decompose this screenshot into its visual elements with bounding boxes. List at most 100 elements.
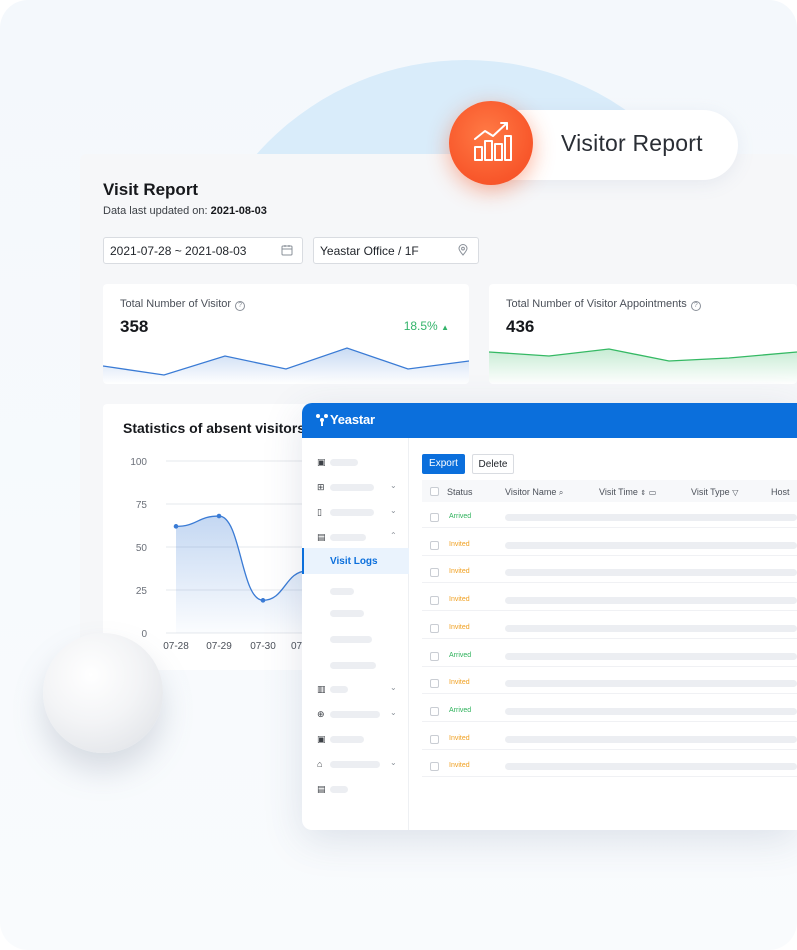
table-row-placeholder[interactable] <box>505 597 797 605</box>
status-badge: Invited <box>449 623 470 631</box>
row-divider <box>422 720 797 722</box>
sidebar-item-icon[interactable]: ▤ <box>317 784 326 794</box>
stat-card-appointments: Total Number of Visitor Appointments? 43… <box>489 284 797 384</box>
row-divider <box>422 665 797 667</box>
sidebar-item-placeholder[interactable] <box>330 484 374 491</box>
location-select[interactable]: Yeastar Office / 1F <box>313 237 479 264</box>
col-visit-type[interactable]: Visit Type ▽ <box>691 487 739 497</box>
decorative-sphere <box>43 633 163 753</box>
table-row-placeholder[interactable] <box>505 680 797 688</box>
table-row-placeholder[interactable] <box>505 763 797 771</box>
status-badge: Invited <box>449 679 470 687</box>
stat-label: Total Number of Visitor Appointments? <box>506 298 701 311</box>
status-badge: Invited <box>449 540 470 548</box>
row-divider <box>422 582 797 584</box>
status-badge: Invited <box>449 734 470 742</box>
sidebar-item-icon[interactable]: ▥ <box>317 684 326 694</box>
select-all-checkbox[interactable] <box>430 487 439 496</box>
location-value: Yeastar Office / 1F <box>320 244 419 258</box>
sidebar-item-icon[interactable]: ▯ <box>317 507 322 517</box>
col-visitor-name[interactable]: Visitor Name ⌕ <box>505 487 564 497</box>
row-divider <box>422 554 797 556</box>
row-checkbox[interactable] <box>430 513 439 522</box>
status-badge: Arrived <box>449 651 472 659</box>
app-header <box>302 403 797 438</box>
table-row-placeholder[interactable] <box>505 735 797 743</box>
series-line <box>175 515 308 601</box>
help-icon: ? <box>690 301 701 311</box>
appointments-sparkline <box>489 348 797 384</box>
table-header <box>422 480 797 502</box>
sidebar-item-icon[interactable]: ⊞ <box>317 482 325 492</box>
brand-name: Yeastar <box>330 412 375 427</box>
sidebar-item-placeholder[interactable] <box>330 711 380 718</box>
row-divider <box>422 748 797 750</box>
submenu-item-placeholder[interactable] <box>330 636 372 643</box>
row-checkbox[interactable] <box>430 596 439 606</box>
date-range-value: 2021-07-28 ~ 2021-08-03 <box>110 244 247 258</box>
date-range-picker[interactable]: 2021-07-28 ~ 2021-08-03 <box>103 237 303 264</box>
row-checkbox[interactable] <box>430 679 439 689</box>
stat-value: 436 <box>506 317 535 336</box>
yeastar-logo: Yeastar <box>315 412 375 427</box>
chevron-icon[interactable]: ⌄ <box>390 683 397 692</box>
sidebar-item-visit-logs[interactable] <box>302 548 409 574</box>
row-checkbox[interactable] <box>430 540 439 550</box>
submenu-item-placeholder[interactable] <box>330 610 364 617</box>
sidebar-item-placeholder[interactable] <box>330 761 380 768</box>
stat-card-visitors: Total Number of Visitor? 358 18.5% ▲ <box>103 284 469 384</box>
x-tick-label: 07 <box>291 641 303 652</box>
row-checkbox[interactable] <box>430 568 439 578</box>
table-row-placeholder[interactable] <box>505 652 797 660</box>
trend-up-icon: ▲ <box>441 323 449 332</box>
sidebar-item-placeholder[interactable] <box>330 686 348 693</box>
table-row-placeholder[interactable] <box>505 541 797 549</box>
series-area <box>176 516 307 633</box>
row-checkbox[interactable] <box>430 651 439 661</box>
delete-button[interactable]: Delete <box>472 454 514 474</box>
sidebar-item-icon[interactable]: ▤ <box>317 532 326 542</box>
sidebar-item-icon[interactable]: ▣ <box>317 457 326 467</box>
y-tick-label: 75 <box>136 500 148 511</box>
x-tick-label: 07-29 <box>206 641 232 652</box>
absent-visitors-title: Statistics of absent visitors <box>123 420 306 436</box>
chevron-icon[interactable]: ⌄ <box>390 708 397 717</box>
export-button[interactable]: Export <box>422 454 465 474</box>
row-checkbox[interactable] <box>430 706 439 716</box>
row-checkbox[interactable] <box>430 734 439 744</box>
table-row-placeholder[interactable] <box>505 514 797 521</box>
y-tick-label: 0 <box>141 629 147 640</box>
sidebar-item-placeholder[interactable] <box>330 786 348 793</box>
data-point <box>216 513 222 519</box>
sidebar-item-placeholder[interactable] <box>330 509 374 516</box>
chevron-icon[interactable]: ⌃ <box>390 531 397 540</box>
sidebar-item-placeholder[interactable] <box>330 534 366 541</box>
bar-chart-trend-icon <box>449 101 533 185</box>
help-icon: ? <box>235 301 246 311</box>
y-tick-label: 25 <box>136 586 148 597</box>
calendar-icon <box>281 244 293 259</box>
chevron-icon[interactable]: ⌄ <box>390 758 397 767</box>
submenu-item-placeholder[interactable] <box>330 588 354 595</box>
row-divider <box>422 693 797 695</box>
row-checkbox[interactable] <box>430 762 439 772</box>
sidebar-item-icon[interactable]: ⊕ <box>317 709 325 719</box>
col-status[interactable]: Status <box>447 487 473 497</box>
sidebar-item-placeholder[interactable] <box>330 459 358 466</box>
table-row-placeholder[interactable] <box>505 569 797 577</box>
absent-visitors-chart: 100 75 50 25 0 07-28 07-29 07-30 07 <box>130 457 323 652</box>
location-pin-icon <box>457 244 469 259</box>
sidebar-item-placeholder[interactable] <box>330 736 364 743</box>
chevron-icon[interactable]: ⌄ <box>390 506 397 515</box>
col-visit-time[interactable]: Visit Time ⇕ ▭ <box>599 487 657 497</box>
table-row-placeholder[interactable] <box>505 707 797 715</box>
row-checkbox[interactable] <box>430 623 439 633</box>
submenu-item-placeholder[interactable] <box>330 662 376 669</box>
table-row-placeholder[interactable] <box>505 624 797 632</box>
y-tick-label: 100 <box>130 457 147 468</box>
chevron-icon[interactable]: ⌄ <box>390 481 397 490</box>
col-host[interactable]: Host <box>771 487 790 497</box>
search-icon: ⌕ <box>558 488 564 497</box>
sidebar-item-icon[interactable]: ⌂ <box>317 759 323 769</box>
sidebar-item-icon[interactable]: ▣ <box>317 734 326 744</box>
